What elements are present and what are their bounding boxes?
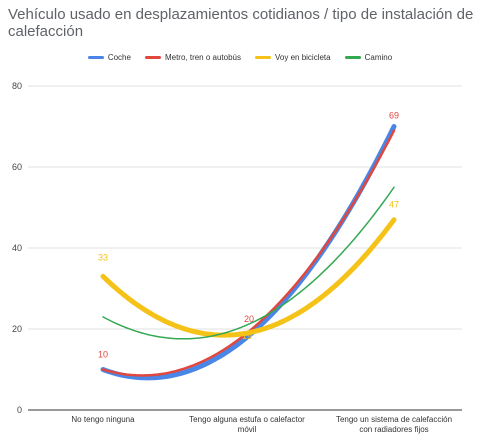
data-label: 19 xyxy=(242,331,252,341)
y-tick-label: 20 xyxy=(12,324,22,334)
legend-item-coche[interactable]: Coche xyxy=(87,53,131,62)
data-label: 69 xyxy=(389,111,399,121)
y-tick-label: 80 xyxy=(12,81,22,91)
data-label: 20 xyxy=(244,314,254,324)
legend-label-coche: Coche xyxy=(107,53,131,62)
legend-label-camino: Camino xyxy=(364,53,393,62)
data-label: 33 xyxy=(98,252,108,262)
x-tick-label: No tengo ninguna xyxy=(71,415,135,424)
legend-swatch-camino xyxy=(344,56,361,59)
x-tick-label: con radiadores fijos xyxy=(359,425,428,434)
data-label: 10 xyxy=(98,350,108,360)
chart-title: Vehículo usado en desplazamientos cotidi… xyxy=(8,6,474,40)
legend-item-camino[interactable]: Camino xyxy=(344,53,393,62)
series-line-2 xyxy=(100,217,397,338)
legend-swatch-coche xyxy=(87,56,104,59)
legend-label-metro: Metro, tren o autobús xyxy=(164,53,241,62)
y-tick-label: 40 xyxy=(12,243,22,253)
legend: Coche Metro, tren o autobús Voy en bicic… xyxy=(0,53,480,62)
legend-swatch-metro xyxy=(144,56,161,59)
legend-swatch-bicicleta xyxy=(255,56,271,59)
legend-item-metro[interactable]: Metro, tren o autobús xyxy=(144,53,241,62)
x-tick-label: Tengo un sistema de calefacción xyxy=(336,415,452,424)
x-tick-label: Tengo alguna estufa o calefactor xyxy=(189,415,305,424)
series-line-3 xyxy=(102,186,395,340)
legend-item-bicicleta[interactable]: Voy en bicicleta xyxy=(255,53,331,62)
legend-label-bicicleta: Voy en bicicleta xyxy=(275,53,331,62)
y-tick-label: 0 xyxy=(17,405,22,415)
x-tick-label: móvil xyxy=(238,425,257,434)
y-tick-label: 60 xyxy=(12,162,22,172)
data-label: 47 xyxy=(389,200,399,210)
